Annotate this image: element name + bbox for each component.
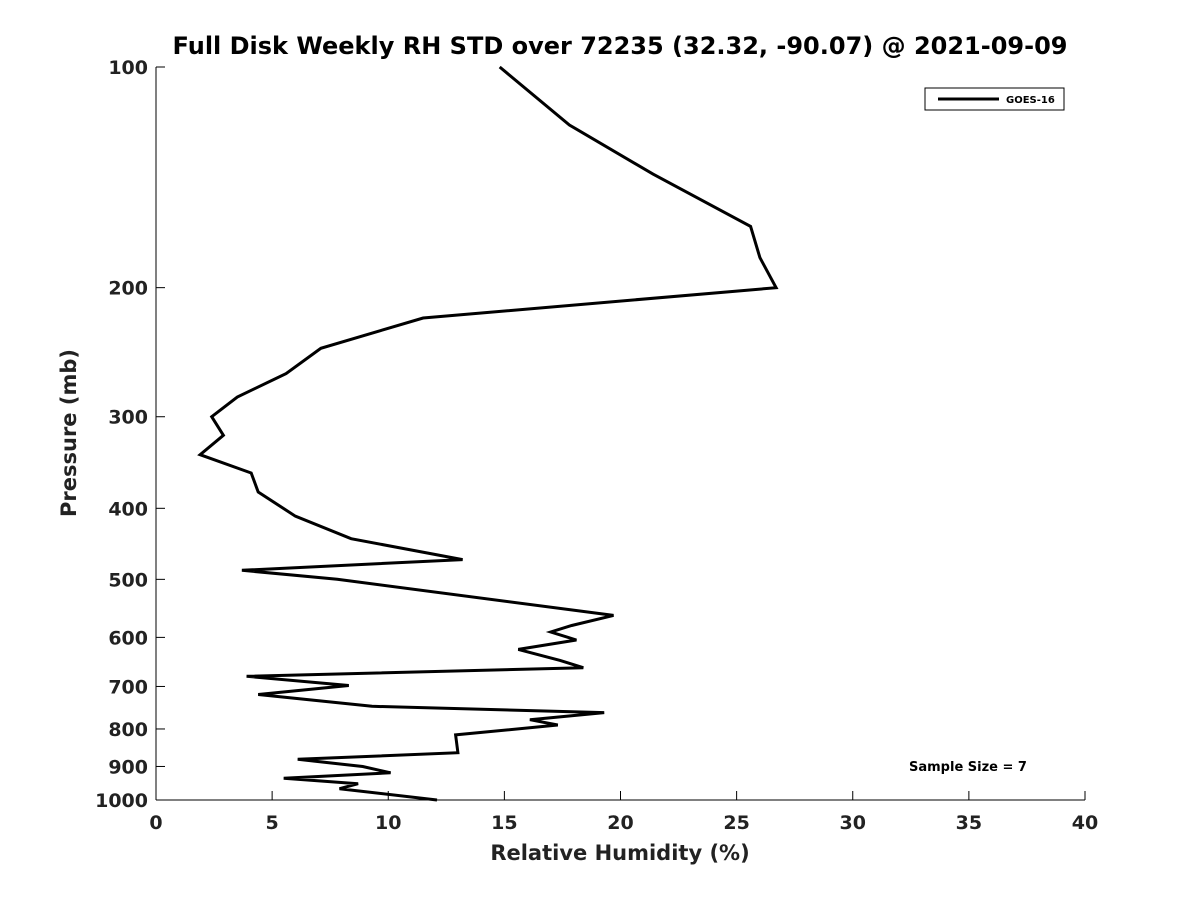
series-layer (197, 65, 779, 802)
x-tick-label: 20 (607, 812, 633, 834)
x-tick-label: 5 (266, 812, 279, 834)
y-tick-label: 900 (108, 756, 148, 778)
x-tick-label: 25 (723, 812, 749, 834)
y-tick-label: 100 (108, 57, 148, 79)
x-tick-label: 35 (956, 812, 982, 834)
series-line-goes-16 (197, 65, 779, 802)
y-tick-label: 500 (108, 569, 148, 591)
y-tick-label: 800 (108, 719, 148, 741)
y-tick-label: 400 (108, 498, 148, 520)
x-tick-label: 15 (491, 812, 517, 834)
x-axis-label: Relative Humidity (%) (490, 841, 749, 865)
y-tick-label: 1000 (95, 790, 148, 812)
legend: GOES-16 (924, 87, 1065, 111)
y-tick-label: 300 (108, 407, 148, 429)
x-axis-ticks: 0 5 10 15 20 25 30 35 40 (149, 791, 1098, 834)
y-axis-label: Pressure (mb) (57, 349, 81, 517)
x-tick-label: 30 (840, 812, 866, 834)
y-tick-label: 600 (108, 627, 148, 649)
sample-size-annotation: Sample Size = 7 (909, 760, 1027, 775)
x-tick-label: 10 (375, 812, 401, 834)
y-tick-label: 700 (108, 676, 148, 698)
legend-label-goes-16: GOES-16 (1006, 95, 1055, 106)
y-axis-ticks: 100 200 300 400 500 600 700 800 900 1000 (95, 57, 165, 812)
plot-area (156, 67, 1085, 800)
chart-title: Full Disk Weekly RH STD over 72235 (32.3… (173, 32, 1068, 60)
x-tick-label: 0 (149, 812, 162, 834)
y-tick-label: 200 (108, 278, 148, 300)
x-tick-label: 40 (1072, 812, 1098, 834)
